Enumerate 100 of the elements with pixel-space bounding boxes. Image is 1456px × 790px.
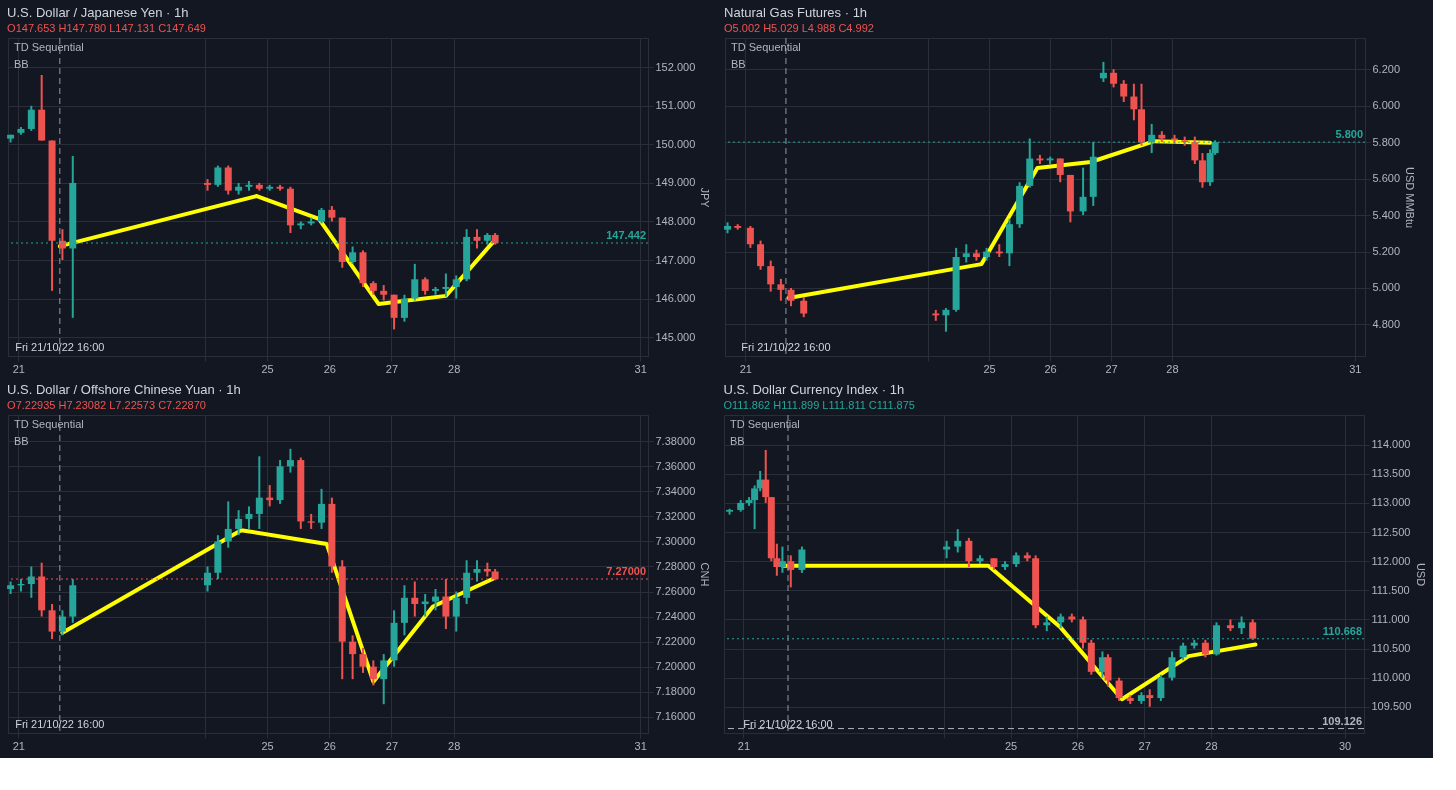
x-tick-label: 27 [385, 739, 399, 752]
y-tick-label: 7.32000 [655, 509, 696, 522]
ref-line-label: Fri 21/10/22 16:00 [741, 341, 831, 353]
chart-title: U.S. Dollar Currency Index · 1h [723, 381, 905, 397]
y-tick-label: 113.000 [1371, 496, 1411, 509]
candlestick [1110, 68, 1118, 89]
x-tick-label: 31 [634, 362, 647, 375]
x-tick-label: 30 [1338, 739, 1352, 752]
x-tick-label: 26 [1044, 362, 1057, 375]
y-tick-label: 5.200 [1372, 245, 1401, 258]
candlestick [204, 565, 212, 593]
ref-line-label: Fri 21/10/22 16:00 [15, 718, 105, 730]
y-tick-label: 146.000 [655, 292, 696, 305]
ref-line-label: 7.27000 [606, 565, 646, 578]
chart-subtitle: O147.653 H147.780 L147.131 C147.649 [7, 21, 206, 34]
annotation: BB [730, 435, 745, 447]
candlestick [473, 228, 481, 250]
annotation: BB [14, 435, 29, 447]
candlestick [442, 272, 450, 298]
y-tick-label: 112.000 [1371, 554, 1411, 567]
chart-subtitle: O111.862 H111.899 L111.811 C111.875 [723, 398, 915, 411]
candlestick [1130, 82, 1138, 122]
y-tick-label: 110.500 [1371, 642, 1411, 655]
candlestick [255, 455, 263, 530]
y-axis-title: JPY [699, 187, 712, 209]
chart-title: U.S. Dollar / Japanese Yen · 1h [7, 4, 189, 20]
x-tick-label: 27 [1138, 739, 1151, 752]
candlestick [286, 447, 294, 474]
candlestick [1191, 135, 1199, 165]
candlestick [224, 500, 232, 549]
candlestick [1120, 79, 1128, 103]
y-tick-label: 7.30000 [655, 534, 696, 547]
y-tick-label: 151.000 [655, 99, 696, 112]
ref-line-label: Fri 21/10/22 16:00 [743, 718, 833, 730]
candlestick [942, 307, 950, 333]
candlestick [245, 505, 253, 530]
y-tick-label: 5.600 [1372, 172, 1401, 185]
y-tick-label: 7.18000 [655, 685, 696, 698]
candlestick [390, 293, 398, 331]
y-tick-label: 7.28000 [655, 559, 696, 572]
candlestick [473, 559, 481, 583]
x-tick-label: 27 [1105, 362, 1118, 375]
candlestick [359, 646, 367, 674]
candlestick [452, 274, 460, 300]
candlestick [400, 293, 408, 323]
y-tick-label: 112.500 [1371, 525, 1411, 538]
x-tick-label: 28 [1205, 739, 1218, 752]
y-tick-label: 5.000 [1372, 281, 1401, 294]
y-tick-label: 111.500 [1371, 583, 1410, 596]
y-tick-label: 149.000 [655, 176, 696, 189]
candlestick [235, 509, 243, 537]
x-tick-label: 25 [261, 362, 274, 375]
x-tick-label: 25 [983, 362, 996, 375]
y-axis-title: USD [1415, 562, 1428, 587]
y-tick-label: 7.38000 [655, 434, 696, 447]
x-tick-label: 26 [323, 362, 336, 375]
y-tick-label: 152.000 [655, 60, 696, 73]
y-tick-label: 7.20000 [655, 660, 696, 673]
x-tick-label: 26 [323, 739, 336, 752]
annotation: TD Sequential [730, 418, 800, 430]
y-tick-label: 6.000 [1372, 99, 1401, 112]
y-tick-label: 7.22000 [655, 635, 696, 648]
ref-line-label: 109.126 [1322, 714, 1362, 727]
candlestick [380, 653, 388, 706]
ref-line-label: 147.442 [606, 228, 646, 241]
y-tick-label: 113.500 [1371, 467, 1411, 480]
y-tick-label: 7.16000 [655, 710, 696, 723]
y-tick-label: 7.34000 [655, 484, 696, 497]
ref-line-label: Fri 21/10/22 16:00 [15, 341, 105, 353]
x-tick-label: 31 [1349, 362, 1362, 375]
y-tick-label: 7.24000 [655, 610, 696, 623]
candlestick [962, 243, 970, 264]
x-tick-label: 31 [634, 739, 647, 752]
x-tick-label: 25 [261, 739, 274, 752]
y-tick-label: 109.500 [1371, 700, 1412, 713]
x-tick-label: 26 [1071, 739, 1085, 752]
y-tick-label: 114.000 [1371, 438, 1411, 451]
y-tick-label: 5.400 [1372, 208, 1401, 221]
chart-subtitle: O5.002 H5.029 L4.988 C4.992 [724, 21, 874, 34]
candlestick [318, 487, 326, 530]
ref-line-label: 110.668 [1322, 624, 1362, 637]
candlestick [452, 590, 460, 633]
x-tick-label: 27 [385, 362, 399, 375]
annotation: BB [731, 58, 746, 70]
x-tick-label: 28 [448, 739, 461, 752]
annotation: TD Sequential [731, 41, 801, 53]
y-tick-label: 7.26000 [655, 585, 696, 598]
annotation: TD Sequential [14, 418, 84, 430]
candlestick [411, 580, 419, 618]
x-tick-label: 28 [1166, 362, 1179, 375]
y-axis-title: CNH [699, 562, 712, 587]
x-tick-label: 25 [1004, 739, 1018, 752]
x-tick-label: 21 [12, 739, 25, 752]
y-tick-label: 148.000 [655, 214, 696, 227]
annotation: TD Sequential [14, 41, 84, 53]
candlestick [349, 634, 357, 681]
candlestick [432, 588, 440, 612]
x-tick-label: 21 [12, 362, 25, 375]
y-tick-label: 147.000 [655, 253, 696, 266]
y-tick-label: 7.36000 [655, 459, 696, 472]
